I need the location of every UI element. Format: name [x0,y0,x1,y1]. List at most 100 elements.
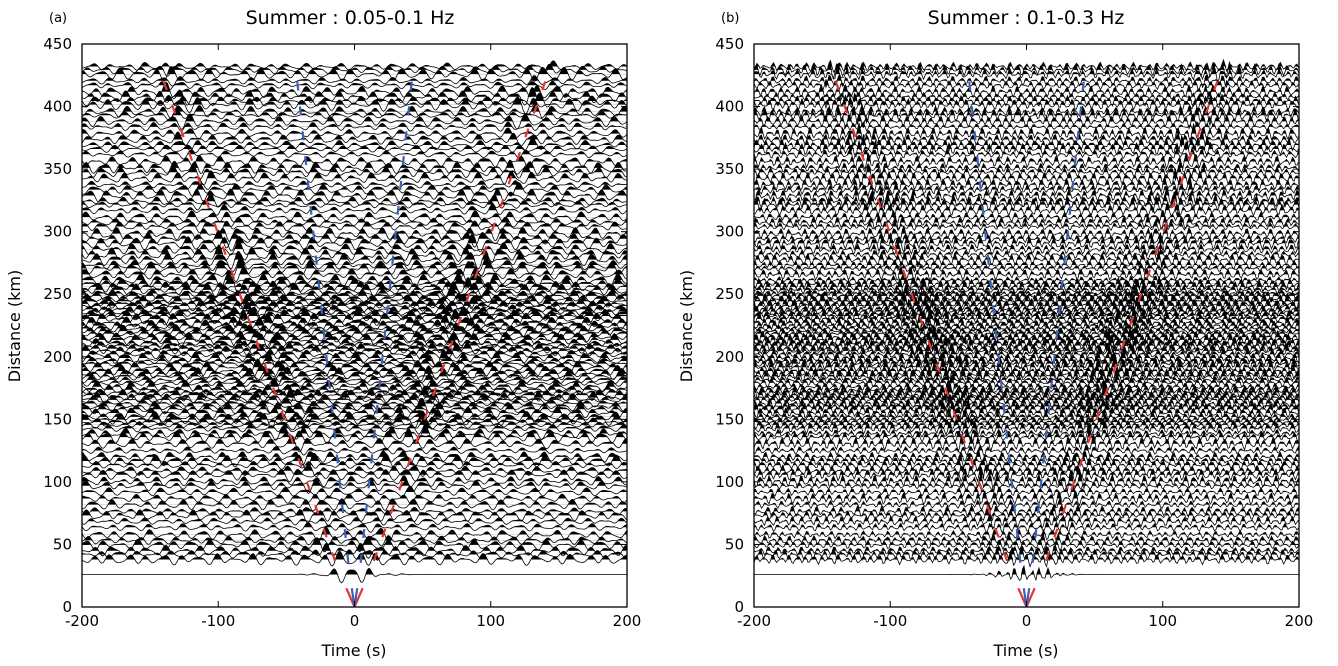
trace-line [754,295,1299,314]
x-tick-label: 200 [1285,612,1314,630]
trace-fill [754,374,1299,380]
trace-fill [754,96,1299,105]
trace-line [754,508,1299,523]
x-axis-label: Time (s) [992,641,1058,660]
trace-line [754,433,1299,454]
trace-fill [82,182,627,190]
trace-fill [82,258,627,269]
trace-line [754,398,1299,415]
trace-line [754,248,1299,263]
trace-fill [82,568,627,575]
trace-fill [82,336,627,344]
trace-fill [754,545,1299,551]
trace-line [754,454,1299,469]
trace-fill [82,348,627,355]
panel-label: (b) [721,11,739,26]
trace-line [754,122,1299,143]
trace-fill [754,383,1299,393]
trace-line [754,275,1299,292]
trace-fill [82,450,627,457]
trace-line [82,397,627,408]
trace-fill [754,164,1299,173]
trace-line [82,60,627,72]
trace-line [82,188,627,203]
trace-line [754,164,1299,182]
trace-line [82,127,627,140]
trace-fill [82,377,627,387]
trace-line [754,405,1299,422]
trace-fill [82,543,627,551]
x-axis-label: Time (s) [320,641,386,660]
y-tick-label: 400 [43,98,72,116]
trace-fill [82,384,627,390]
trace-line [82,144,627,154]
trace-line [754,470,1299,492]
trace-line [82,104,627,121]
trace-fill [82,257,627,265]
trace-fill [754,140,1299,149]
trace-fill [82,297,627,304]
trace-line [82,521,627,533]
trace-line [754,65,1299,84]
trace-line [754,151,1299,171]
y-tick-label: 350 [43,160,72,178]
trace-line [754,385,1299,405]
trace-line [82,452,627,471]
trace-fill [82,150,627,155]
trace-fill [754,153,1299,162]
trace-fill [82,113,627,122]
trace-line [82,292,627,305]
trace-fill [754,485,1299,493]
trace-fill [754,418,1299,425]
trace-line [754,413,1299,426]
trace-line [754,346,1299,363]
trace-line [754,224,1299,241]
trace-line [82,516,627,526]
trace-line [82,423,627,435]
trace-line [82,475,627,488]
trace-line [754,139,1299,158]
axis-ticks: -200 -100 0 100 200 0 50 100 150 200 250 300 350 400 4… [715,35,1313,630]
trace-line [82,418,627,431]
trace-line [82,450,627,466]
trace-line [754,512,1299,530]
y-axis-label: Distance (km) [677,270,696,382]
trace-line [82,402,627,415]
trace-line [754,450,1299,465]
trace-line [754,233,1299,254]
trace-fill [82,332,627,340]
trace-fill [754,293,1299,302]
trace-line [82,180,627,190]
trace-line [82,154,627,169]
trace-line [82,365,627,382]
axis-ticks: -200 -100 0 100 200 0 50 100 150 200 250 300 350 400 4… [43,35,641,630]
trace-line [754,78,1299,94]
trace-line [82,478,627,495]
y-tick-label: 250 [43,285,72,303]
trace-fill [754,342,1299,349]
x-tick-label: 100 [1148,612,1177,630]
trace-line [82,567,627,584]
trace-line [82,416,627,429]
trace-fill [754,328,1299,334]
trace-line [82,425,627,441]
trace-fill [82,343,627,351]
trace-line [82,493,627,505]
trace-fill [82,371,627,377]
trace-line [82,266,627,283]
trace-line [754,544,1299,559]
y-tick-label: 150 [715,410,744,428]
trace-line [82,343,627,358]
trace-line [82,356,627,368]
trace-line [82,485,627,497]
trace-line [754,489,1299,509]
trace-line [82,316,627,334]
trace-line [82,281,627,298]
trace-line [754,301,1299,317]
trace-line [82,373,627,387]
trace-fill [754,312,1299,319]
y-tick-label: 450 [715,35,744,53]
trace-line [754,350,1299,367]
trace-line [82,340,627,350]
